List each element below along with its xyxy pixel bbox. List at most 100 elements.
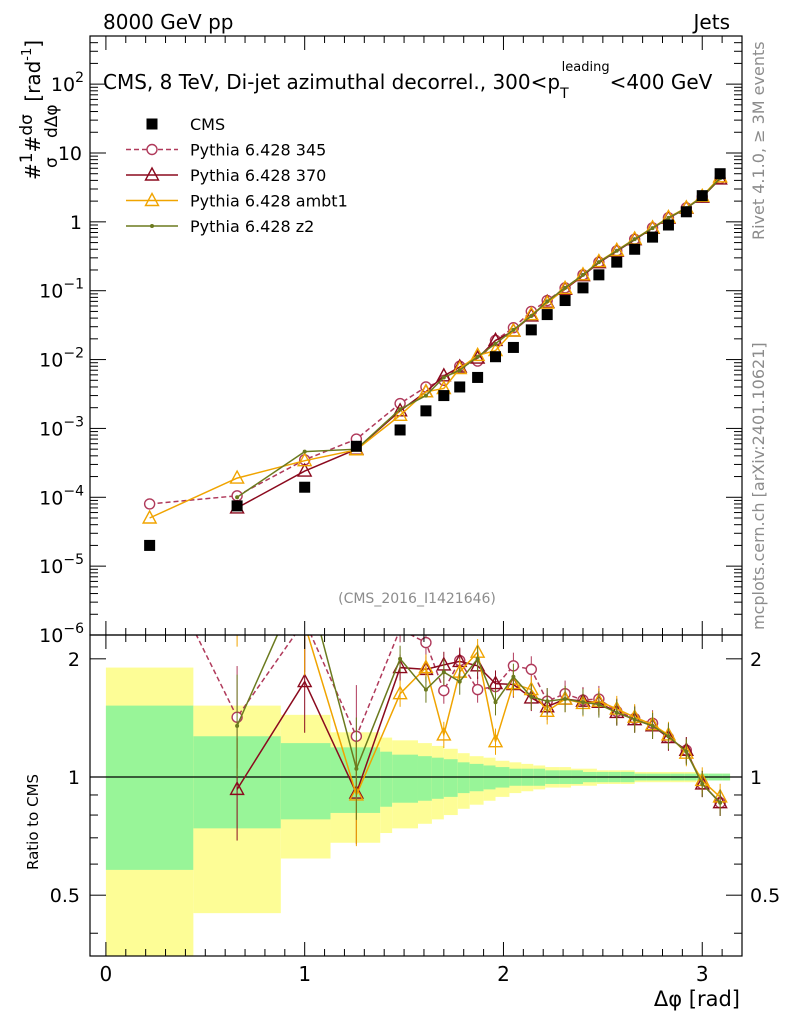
data-point [541, 309, 553, 321]
legend-item: Pythia 6.428 z2 [126, 217, 314, 236]
ylabel-unit-close: ] [21, 40, 45, 48]
x-axis-label: Δφ [rad] [654, 987, 740, 1011]
ratio-pythia-6-428-z2 [235, 571, 723, 820]
data-point [507, 341, 519, 353]
ratio-point [614, 710, 619, 715]
ratio-y-tick-label-right: 1 [750, 767, 762, 789]
main-series-layer [141, 168, 728, 551]
ratio-point [596, 702, 601, 707]
data-point [144, 539, 156, 551]
data-point [394, 424, 406, 436]
ratio-point [632, 717, 637, 722]
data-point [629, 243, 641, 255]
main-y-axis-label: #1#dσ [rad-1] σ dΔφ [17, 40, 62, 180]
data-point [493, 341, 498, 346]
data-point [525, 324, 537, 336]
data-point [475, 354, 480, 359]
ratio-y-tick-label-right: 2 [750, 649, 762, 671]
mcplots-source-label: mcplots.cern.ch [arXiv:2401.10621] [749, 342, 768, 630]
inner-band-bin [392, 754, 418, 803]
legend-marker [150, 224, 154, 228]
ratio-point [297, 673, 313, 688]
data-point [647, 231, 659, 243]
data-point [580, 272, 585, 277]
data-point [441, 375, 446, 380]
y-tick-label: 10−3 [39, 414, 84, 440]
energy-label: 8000 GeV pp [103, 10, 234, 34]
data-point [545, 299, 550, 304]
ratio-y-tick-label-right: 0.5 [750, 885, 780, 907]
data-point [696, 190, 708, 202]
ratio-point [563, 697, 568, 702]
data-point [398, 407, 403, 412]
data-point [563, 285, 568, 290]
main-frame [89, 35, 743, 636]
ratio-point [475, 656, 480, 661]
ratio-point [235, 723, 240, 728]
data-point [392, 406, 408, 422]
ratio-y-tick-label: 2 [68, 649, 80, 671]
data-point [650, 226, 655, 231]
x-tick-label: 3 [696, 962, 709, 986]
data-point [680, 206, 692, 218]
ratio-point [436, 726, 452, 741]
data-point [666, 215, 671, 220]
data-point [593, 269, 605, 281]
data-point [529, 313, 534, 318]
ratio-point [650, 723, 655, 728]
data-point [231, 500, 243, 512]
data-point [490, 351, 502, 363]
data-point [457, 368, 462, 373]
x-tick-label: 1 [298, 962, 311, 986]
ratio-point [354, 766, 359, 771]
data-point [575, 266, 591, 281]
ratio-point [493, 700, 498, 705]
data-point [539, 294, 555, 309]
inner-band-bin [443, 759, 458, 797]
legend-marker [146, 143, 158, 156]
data-point [632, 237, 637, 242]
ratio-series-layer [195, 571, 728, 847]
chart-title-superscript: leading [562, 60, 610, 75]
legend: CMS Pythia 6.428 345 Pythia 6.428 370 Pythi… [126, 115, 348, 236]
y-tick-label: 10 [58, 143, 82, 165]
ratio-point [231, 588, 244, 600]
category-label: Jets [692, 10, 730, 34]
data-point [662, 219, 674, 231]
ylabel-one: 1 [17, 152, 37, 163]
data-point [297, 452, 313, 467]
series-cms [144, 168, 726, 551]
ratio-point [539, 702, 555, 718]
x-tick-label: 2 [497, 962, 510, 986]
y-tick-label: 10−1 [39, 277, 84, 303]
chart-title-subscript: T [559, 86, 569, 102]
ratio-point [580, 700, 585, 705]
inner-band-bin [417, 756, 432, 801]
ratio-y-axis-label: Ratio to CMS [24, 774, 42, 870]
ratio-point [684, 749, 689, 754]
data-point [141, 509, 158, 524]
ylabel-sigma: σ [42, 157, 62, 168]
data-point [420, 405, 432, 417]
ratio-point [525, 663, 537, 676]
data-point [557, 279, 573, 295]
legend-label: Pythia 6.428 ambt1 [190, 192, 348, 211]
ratio-point [457, 679, 462, 684]
data-point [143, 498, 156, 510]
y-tick-label: 102 [51, 70, 84, 96]
ratio-line [236, 635, 721, 804]
ratio-point [718, 800, 723, 805]
ylabel-unit: [rad [21, 61, 45, 102]
inner-band-bin [380, 751, 393, 807]
inner-band-bin [457, 762, 470, 794]
data-point [438, 390, 450, 402]
ratio-point [545, 699, 550, 704]
ratio-frame [89, 634, 743, 957]
ylabel-hash-2: # [21, 136, 45, 153]
ratio-point [303, 571, 307, 575]
y-tick-label: 10−2 [39, 346, 84, 372]
data-point [611, 256, 623, 268]
rivet-version-label: Rivet 4.1.0, ≥ 3M events [749, 41, 768, 240]
legend-marker [144, 192, 160, 207]
y-tick-label: 10−5 [39, 552, 84, 578]
